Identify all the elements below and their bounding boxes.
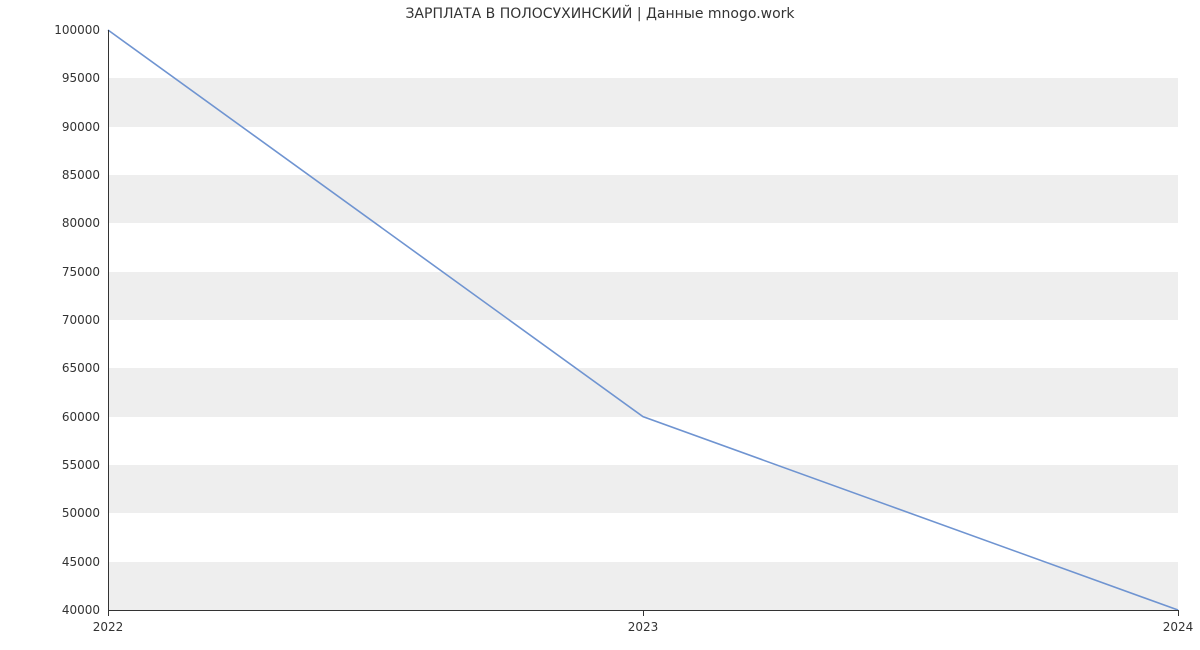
chart-container: ЗАРПЛАТА В ПОЛОСУХИНСКИЙ | Данные mnogo.… [0, 0, 1200, 650]
y-tick-label: 60000 [40, 410, 100, 424]
y-tick-label: 75000 [40, 265, 100, 279]
x-tick-mark [643, 610, 644, 616]
y-tick-label: 100000 [40, 23, 100, 37]
x-tick-label: 2023 [628, 620, 659, 634]
line-series [108, 30, 1178, 610]
x-tick-label: 2024 [1163, 620, 1194, 634]
y-tick-label: 70000 [40, 313, 100, 327]
y-tick-label: 55000 [40, 458, 100, 472]
y-tick-label: 50000 [40, 506, 100, 520]
y-tick-label: 80000 [40, 216, 100, 230]
plot-area: 4000045000500005500060000650007000075000… [108, 30, 1178, 610]
y-tick-label: 90000 [40, 120, 100, 134]
y-axis-line [108, 30, 109, 610]
y-tick-label: 95000 [40, 71, 100, 85]
y-tick-label: 65000 [40, 361, 100, 375]
y-tick-label: 40000 [40, 603, 100, 617]
chart-title: ЗАРПЛАТА В ПОЛОСУХИНСКИЙ | Данные mnogo.… [0, 6, 1200, 22]
y-tick-label: 85000 [40, 168, 100, 182]
y-tick-label: 45000 [40, 555, 100, 569]
x-tick-mark [1178, 610, 1179, 616]
series-line [108, 30, 1178, 610]
x-tick-mark [108, 610, 109, 616]
x-tick-label: 2022 [93, 620, 124, 634]
